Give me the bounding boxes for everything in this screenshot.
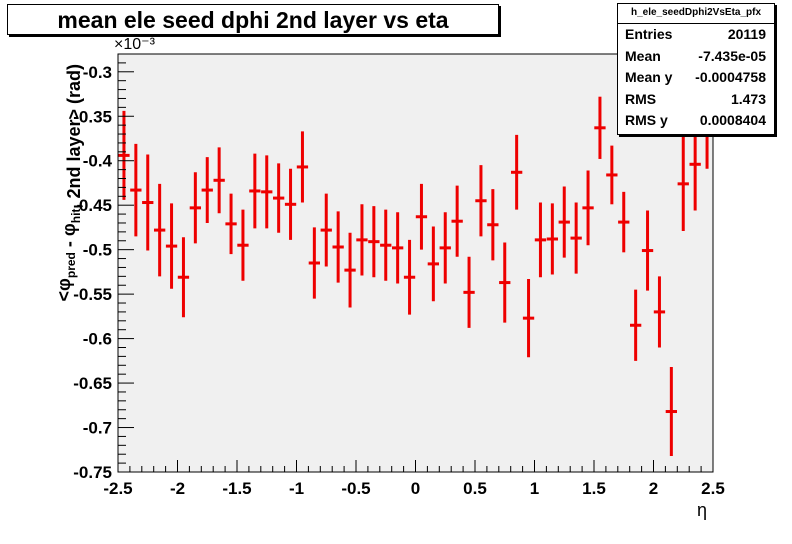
data-point	[606, 145, 618, 205]
stats-key: Mean	[625, 47, 661, 64]
plot-frame	[117, 53, 714, 473]
y-tick-label: -0.7	[83, 419, 112, 438]
data-point	[499, 242, 511, 323]
x-tick-label: -2	[170, 479, 185, 498]
stats-row-rms: RMS 1.473	[618, 89, 774, 111]
y-tick-label: -0.55	[73, 285, 112, 304]
data-point	[237, 209, 249, 281]
data-point	[368, 206, 380, 278]
y-tick-label: -0.75	[73, 463, 112, 482]
y-tick-label: -0.45	[73, 196, 112, 215]
data-point	[320, 193, 332, 267]
y-axis-title: <φpred - φhit, 2nd layer> (rad)	[54, 64, 84, 302]
stats-key: Mean y	[625, 69, 673, 85]
data-point	[665, 367, 678, 456]
stats-row-entries: Entries 20119	[618, 24, 774, 46]
y-exponent-label: ×10⁻³	[114, 36, 155, 53]
x-tick-label: -1.5	[222, 479, 251, 498]
data-point	[463, 256, 475, 328]
data-point	[165, 203, 178, 289]
x-tick-label: 0.5	[463, 479, 487, 498]
x-tick-label: -1	[289, 479, 304, 498]
x-tick-label: 1.5	[582, 479, 606, 498]
data-point	[308, 227, 321, 299]
title-box: mean ele seed dphi 2nd layer vs eta	[7, 4, 499, 35]
stats-key: RMS	[625, 90, 657, 107]
data-point	[558, 186, 570, 258]
data-point	[427, 226, 440, 302]
stats-histogram-name: h_ele_seedDphi2VsEta_pfx	[618, 4, 774, 24]
y-tick-label: -0.3	[83, 63, 112, 82]
y-tick-label: -0.6	[83, 330, 112, 349]
data-point	[344, 232, 356, 308]
data-point	[487, 189, 499, 261]
data-point	[142, 154, 154, 251]
stats-value: 20119	[727, 26, 766, 42]
stats-value: -0.0004758	[695, 69, 766, 85]
data-point	[391, 212, 404, 284]
stats-key: Entries	[625, 26, 673, 42]
data-point	[284, 168, 297, 240]
data-point	[213, 147, 225, 214]
data-series	[118, 76, 713, 456]
data-point	[225, 193, 237, 255]
data-point	[522, 279, 535, 358]
data-point	[332, 211, 344, 283]
data-point	[546, 203, 559, 275]
stats-value: -7.435e-05	[698, 47, 766, 64]
y-axis: -0.3 -0.35 -0.4 -0.45 -0.5 -0.55 -0.6 -0.65 -0.7…	[73, 53, 134, 482]
data-point	[403, 239, 416, 315]
data-point	[272, 163, 285, 233]
stats-box: h_ele_seedDphi2VsEta_pfx Entries 20119 M…	[617, 3, 775, 135]
x-tick-label: 2	[649, 479, 658, 498]
data-point	[296, 131, 309, 203]
stats-row-mean-y: Mean y -0.0004758	[618, 67, 774, 89]
stats-value: 0.0008404	[699, 112, 766, 128]
data-point	[582, 170, 594, 246]
data-point	[118, 110, 130, 200]
data-point	[153, 183, 166, 277]
data-point	[249, 153, 261, 229]
data-point	[261, 155, 273, 229]
data-point	[653, 276, 666, 348]
data-point	[201, 157, 213, 223]
data-point	[475, 165, 487, 237]
x-tick-label: 2.5	[701, 479, 725, 498]
data-point	[356, 204, 368, 276]
stats-row-rms-y: RMS y 0.0008404	[618, 110, 774, 132]
x-tick-label: -0.5	[341, 479, 370, 498]
data-point	[380, 209, 392, 281]
data-point	[177, 237, 190, 318]
x-axis-title: η	[697, 500, 707, 520]
data-point	[415, 183, 428, 250]
stats-value: 1.473	[730, 90, 766, 107]
x-tick-label: -2.5	[103, 479, 132, 498]
y-tick-label: -0.5	[83, 241, 112, 260]
stats-row-mean: Mean -7.435e-05	[618, 46, 774, 68]
data-point	[189, 172, 202, 244]
data-point	[570, 202, 582, 274]
data-point	[641, 210, 654, 291]
data-point	[618, 191, 630, 253]
data-point	[439, 212, 451, 284]
stats-key: RMS y	[625, 112, 668, 128]
chart-title: mean ele seed dphi 2nd layer vs eta	[57, 7, 449, 33]
x-axis: -2.5 -2 -1.5 -1 -0.5 0 0.5 1 1.5 2 2.5	[103, 460, 725, 498]
y-tick-label: -0.35	[73, 107, 112, 126]
x-tick-label: 0	[411, 479, 420, 498]
y-tick-label: -0.65	[73, 374, 112, 393]
data-point	[451, 185, 463, 257]
data-point	[130, 143, 142, 237]
data-point	[677, 136, 689, 231]
data-point	[594, 96, 606, 159]
x-tick-label: 1	[530, 479, 539, 498]
y-tick-label: -0.4	[83, 152, 113, 171]
data-point	[629, 289, 642, 361]
data-point	[534, 202, 547, 278]
data-point	[510, 134, 523, 210]
